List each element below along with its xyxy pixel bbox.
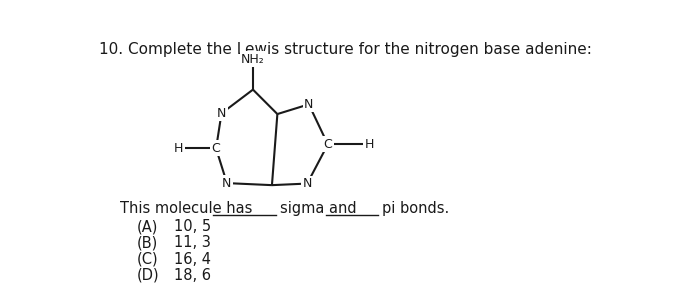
Text: C: C — [211, 142, 220, 155]
Text: sigma and: sigma and — [280, 201, 357, 216]
Text: N: N — [222, 177, 232, 190]
Text: N: N — [217, 107, 226, 120]
Text: H: H — [174, 142, 183, 155]
Text: 10. Complete the Lewis structure for the nitrogen base adenine:: 10. Complete the Lewis structure for the… — [99, 42, 592, 57]
Text: 16, 4: 16, 4 — [174, 252, 211, 267]
Text: H: H — [365, 138, 374, 151]
Text: C: C — [323, 138, 332, 151]
Text: (B): (B) — [136, 235, 158, 250]
Text: 18, 6: 18, 6 — [174, 268, 211, 283]
Text: 11, 3: 11, 3 — [174, 235, 211, 250]
Text: (D): (D) — [136, 268, 159, 283]
Text: NH₂: NH₂ — [241, 53, 265, 66]
Text: N: N — [302, 177, 312, 190]
Text: This molecule has: This molecule has — [120, 201, 253, 216]
Text: pi bonds.: pi bonds. — [382, 201, 449, 216]
Text: N: N — [304, 98, 314, 111]
Text: (A): (A) — [136, 219, 158, 234]
Text: 10, 5: 10, 5 — [174, 219, 211, 234]
Text: (C): (C) — [136, 252, 158, 267]
